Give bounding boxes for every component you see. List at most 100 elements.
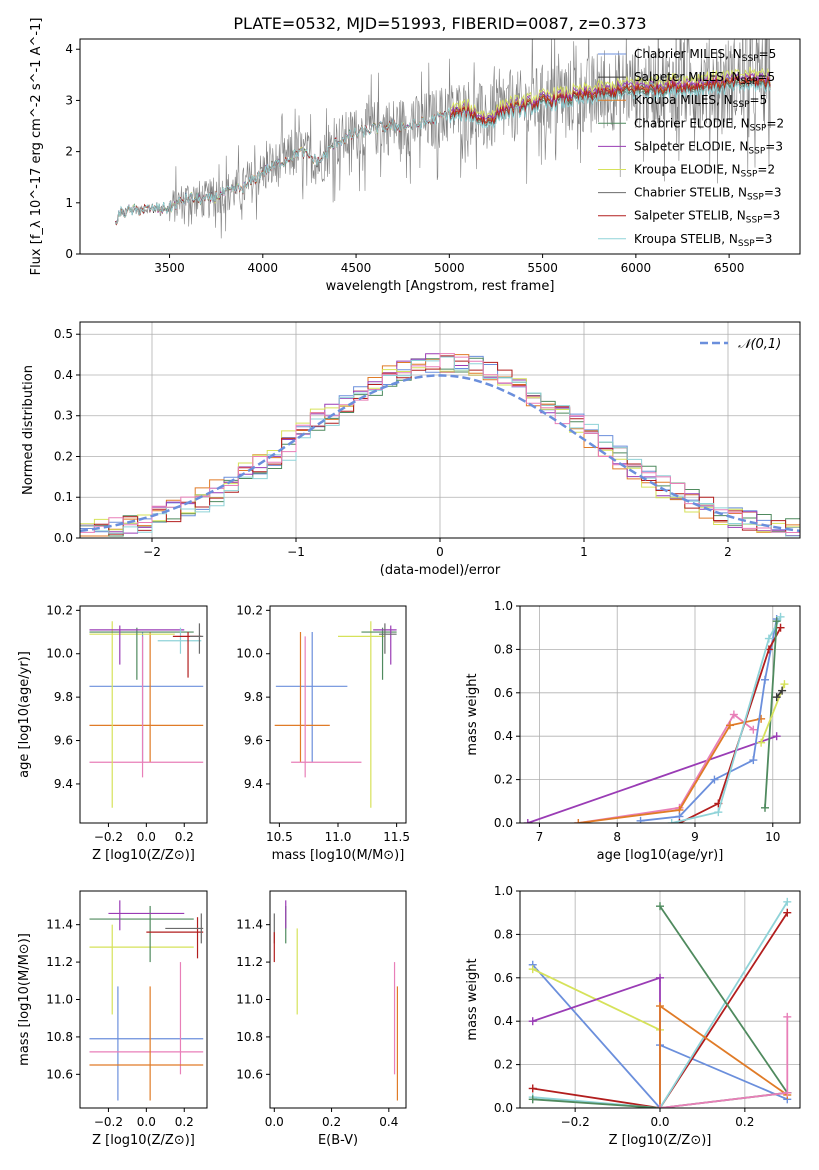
- weight-line: [532, 912, 789, 1108]
- x-tick-label: 0.2: [735, 1115, 754, 1129]
- x-tick-label: −0.2: [94, 1115, 123, 1129]
- error-point-kroupa-miles: [89, 986, 204, 1101]
- legend-subscript: SSP: [738, 239, 755, 249]
- y-tick-label: 11.0: [46, 993, 73, 1007]
- x-tick-label: 0.4: [379, 1115, 398, 1129]
- error-point-pink: [89, 962, 204, 1075]
- legend-entry: Kroupa ELODIE, NSSP=2: [634, 163, 775, 180]
- legend-value: =5: [757, 70, 775, 84]
- x-tick-label: 6500: [714, 261, 745, 275]
- y-tick-label: 9.6: [54, 734, 73, 748]
- observed-spectrum-line: [115, 39, 771, 239]
- legend-subscript: SSP: [747, 193, 764, 203]
- error-point-salpeter-stelib: [172, 632, 202, 678]
- legend-text: Chabrier STELIB, N: [634, 186, 747, 200]
- error-point-chabrier-stelib: [165, 913, 204, 944]
- x-axis-label: Z [log10(Z/Z⊙)]: [609, 1133, 712, 1148]
- frame-and-ticks: 7 8 9 10 0.0 0.2 0.4 0.6 0.8 1.0 age [log10(age/yr…: [465, 599, 801, 863]
- x-tick-label: 11.0: [325, 830, 352, 844]
- mass-vs-metallicity-panel: −0.2 0.0 0.2 10.6 10.8 11.0 11.2 11.4 Z [log10(Z…: [17, 890, 208, 1148]
- y-tick-label: 0.4: [494, 729, 513, 743]
- y-tick-label: 0.4: [494, 1014, 513, 1028]
- y-tick-label: 0.3: [54, 409, 73, 423]
- weight-vs-metallicity-panel: −0.2 0.0 0.2 0.0 0.2 0.4 0.6 0.8 1.0 Z [log10(Z/Z…: [465, 884, 801, 1148]
- y-axis-label: mass weight: [465, 958, 480, 1040]
- weight-series-chabrier-elodie: [656, 902, 792, 1097]
- y-tick-label: 9.8: [54, 690, 73, 704]
- x-tick-label: 0: [436, 545, 444, 559]
- error-point-chabrier-miles: [89, 986, 204, 1101]
- frame-and-ticks: 3500 4000 4500 5000 5500 6000 6500 0 1 2 3 4 wavelen…: [29, 18, 801, 294]
- x-axis-label: E(B-V): [318, 1133, 358, 1148]
- plot-area: [273, 900, 399, 1101]
- weight-series-kroupa-miles: [574, 714, 766, 823]
- x-tick-label: 10: [765, 830, 780, 844]
- weight-line: [671, 616, 782, 823]
- x-tick-label: 1: [580, 545, 588, 559]
- weight-series-salpeter-miles: [772, 686, 787, 702]
- x-tick-label: 5000: [434, 261, 465, 275]
- legend-text: Chabrier MILES, N: [634, 47, 742, 61]
- frame-and-ticks: −2 −1 0 1 2 0.0 0.1 0.2 0.3 0.4 0.5 (data-model)/er…: [21, 321, 801, 578]
- y-tick-label: 0.2: [54, 449, 73, 463]
- plot-area: [115, 39, 771, 239]
- error-point-kroupa-miles: [89, 632, 204, 763]
- y-axis-label: mass weight: [465, 673, 480, 755]
- x-axis-label: Z [log10(Z/Z⊙)]: [92, 848, 195, 863]
- weight-series-kroupa-stelib: [667, 612, 785, 823]
- error-point-pink: [89, 636, 204, 778]
- y-tick-label: 10.8: [236, 1030, 263, 1044]
- error-point-kroupa-stelib: [157, 627, 202, 654]
- weight-series-chabrier-elodie: [761, 617, 781, 812]
- axes-frame: [269, 890, 407, 1109]
- error-point-kroupa-elodie: [89, 621, 175, 808]
- legend-value: =3: [763, 209, 781, 223]
- y-tick-label: 11.2: [236, 955, 263, 969]
- y-axis-label: age [log10(age/yr)]: [17, 651, 32, 778]
- x-tick-label: 2: [724, 545, 732, 559]
- legend-value: =5: [759, 47, 777, 61]
- legend-subscript: SSP: [742, 54, 759, 64]
- residuals-panel: −2 −1 0 1 2 0.0 0.1 0.2 0.3 0.4 0.5 (data-model)/er…: [21, 321, 801, 578]
- x-tick-label: 9: [691, 830, 699, 844]
- legend-entry: Chabrier MILES, NSSP=5: [634, 47, 776, 64]
- y-tick-label: 4: [65, 42, 73, 56]
- y-tick-label: 11.0: [236, 993, 263, 1007]
- error-point-pink: [291, 636, 362, 778]
- age-vs-metallicity-panel: −0.2 0.0 0.2 9.4 9.6 9.8 10.0 10.2 Z [log10(Z/Z⊙…: [17, 603, 208, 863]
- y-tick-label: 11.4: [46, 918, 73, 932]
- legend-subscript: SSP: [746, 216, 763, 226]
- y-tick-label: 10.0: [236, 647, 263, 661]
- plot-area: [523, 612, 789, 823]
- x-tick-label: −1: [287, 545, 305, 559]
- legend-text: Kroupa MILES, N: [634, 93, 733, 107]
- y-tick-label: 1.0: [494, 599, 513, 613]
- plot-area: [274, 621, 397, 808]
- error-point-kroupa-miles: [274, 632, 330, 763]
- legend-entry: Kroupa MILES, NSSP=5: [634, 93, 767, 110]
- error-point-kroupa-elodie: [89, 924, 194, 1015]
- x-axis-label: wavelength [Angstrom, rest frame]: [326, 279, 555, 294]
- legend-entry: Salpeter ELODIE, NSSP=3: [634, 139, 783, 156]
- legend-subscript: SSP: [750, 123, 767, 133]
- x-tick-label: 5500: [527, 261, 558, 275]
- y-tick-label: 10.2: [46, 603, 73, 617]
- weight-series-pink: [656, 1012, 792, 1108]
- legend-entry: Kroupa STELIB, NSSP=3: [634, 232, 772, 249]
- x-tick-label: 0.0: [137, 1115, 156, 1129]
- x-tick-label: 0.2: [175, 1115, 194, 1129]
- error-point-salpeter-stelib: [146, 917, 204, 959]
- y-tick-label: 9.8: [244, 690, 263, 704]
- error-point-chabrier-miles: [89, 632, 204, 763]
- x-tick-label: 4500: [341, 261, 372, 275]
- y-tick-label: 0.8: [494, 927, 513, 941]
- x-tick-label: 4000: [248, 261, 279, 275]
- y-tick-label: 0.0: [494, 816, 513, 830]
- spectrum-panel: 3500 4000 4500 5000 5500 6000 6500 0 1 2 3 4 wavelen…: [29, 18, 801, 294]
- error-point-salpeter-elodie: [89, 625, 185, 665]
- x-axis-label: age [log10(age/yr)]: [597, 848, 724, 863]
- y-tick-label: 9.4: [244, 777, 263, 791]
- x-tick-label: 11.5: [383, 830, 410, 844]
- legend-subscript: SSP: [748, 146, 765, 156]
